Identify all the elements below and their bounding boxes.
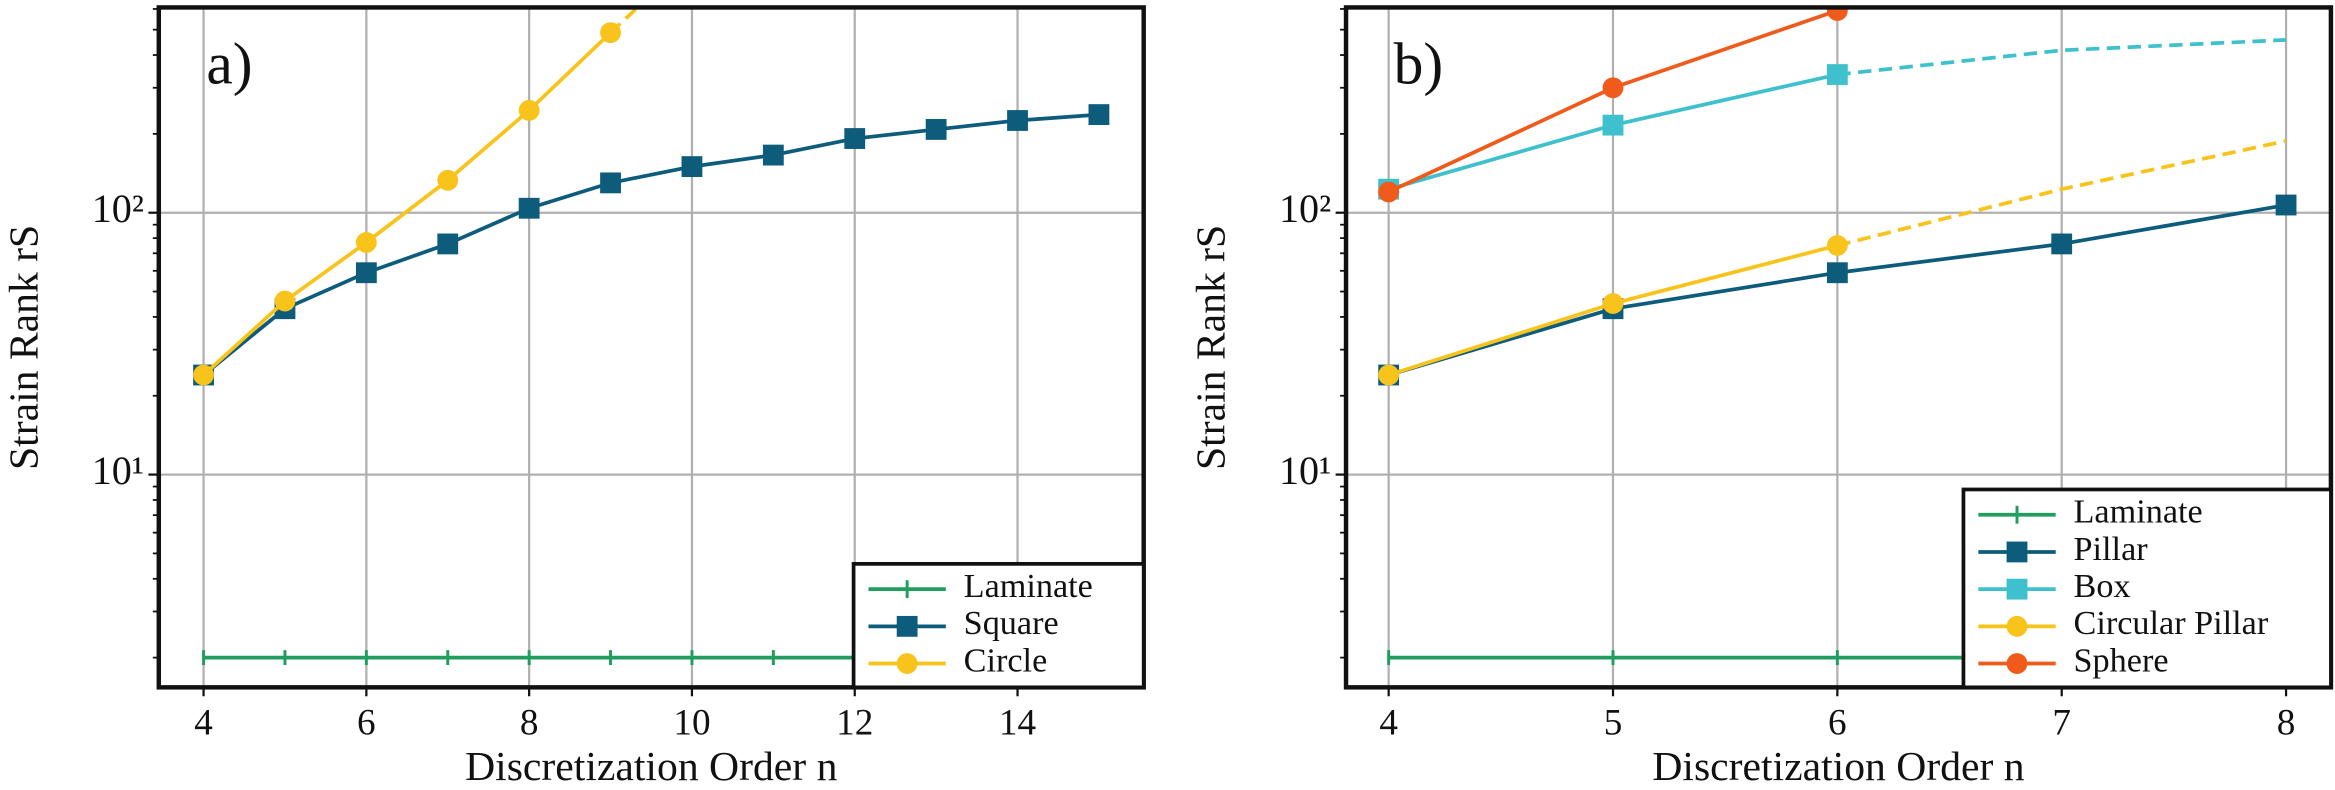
axes-frame [1343, 5, 2334, 690]
marker [762, 144, 784, 166]
marker [2275, 194, 2297, 216]
x-tick-label: 8 [2277, 703, 2296, 744]
marker [1826, 262, 1848, 284]
legend-marker [2006, 615, 2028, 637]
panel: 4 5 6 7 8 10¹ 10² b) Discretization Order n Strai… [1189, 5, 2334, 790]
legend-marker [2006, 653, 2028, 674]
axes-frame [156, 5, 1146, 690]
marker [600, 22, 621, 44]
marker [1088, 104, 1110, 125]
series-layer [1378, 7, 2297, 666]
series-line [609, 7, 641, 35]
series-line [202, 112, 1100, 377]
marker [437, 169, 459, 191]
series-line [202, 31, 612, 377]
marker [681, 156, 703, 178]
marker [193, 364, 214, 386]
legend-label: Circular Pillar [2074, 605, 2269, 642]
x-tick-label: 6 [1828, 703, 1847, 744]
series-line [1836, 139, 2287, 248]
legend-label: Circle [964, 642, 1048, 679]
x-tick-label: 6 [357, 703, 376, 744]
y-axis-label: Strain Rank rS [1, 225, 47, 470]
marker [844, 128, 866, 149]
legend-marker [2006, 578, 2028, 600]
legend-label: Pillar [2074, 531, 2149, 568]
marker [1826, 64, 1848, 85]
marker [1602, 293, 1624, 314]
x-axis-label: Discretization Order n [1652, 744, 2024, 790]
legend-label: Laminate [2074, 494, 2203, 531]
legend-marker [896, 653, 918, 674]
marker [1378, 364, 1400, 386]
x-tick-label: 7 [2052, 703, 2071, 744]
marker [1602, 77, 1624, 99]
x-tick-label: 12 [836, 703, 873, 744]
x-tick-label: 8 [520, 703, 539, 744]
x-tick-label: 5 [1604, 703, 1623, 744]
marker [355, 232, 377, 253]
legend-label: Laminate [964, 568, 1093, 605]
legend-label: Square [964, 605, 1059, 642]
panel-label: a) [206, 31, 252, 97]
panel: 4 6 8 10 12 14 10¹ 10² a) Discretization Order n S… [1, 5, 1146, 790]
legend-label: Sphere [2074, 642, 2169, 679]
marker [355, 262, 377, 284]
series-line [1837, 38, 2287, 77]
marker [600, 172, 621, 194]
marker [925, 119, 947, 140]
y-tick-label: 10¹ [92, 448, 144, 493]
x-tick-label: 14 [999, 703, 1037, 744]
marker [2051, 233, 2073, 255]
x-axis-label: Discretization Order n [465, 744, 837, 790]
marker [1378, 181, 1400, 203]
legend-marker [2006, 541, 2028, 563]
x-tick-label: 4 [1379, 703, 1398, 744]
marker [1826, 235, 1848, 256]
y-tick-label: 10² [92, 186, 144, 231]
y-tick-label: 10¹ [1279, 448, 1331, 493]
legend-marker [896, 615, 918, 637]
marker [1602, 114, 1624, 136]
y-tick-label: 10² [1279, 186, 1331, 231]
y-axis-label: Strain Rank rS [1189, 225, 1235, 470]
marker [1826, 7, 1848, 21]
marker [518, 99, 540, 121]
marker [518, 197, 540, 219]
x-tick-label: 4 [194, 703, 213, 744]
marker [274, 290, 296, 312]
x-tick-label: 10 [673, 703, 710, 744]
marker [1007, 110, 1028, 131]
marker [437, 233, 459, 255]
panel-label: b) [1394, 31, 1444, 97]
legend-label: Box [2074, 568, 2131, 605]
